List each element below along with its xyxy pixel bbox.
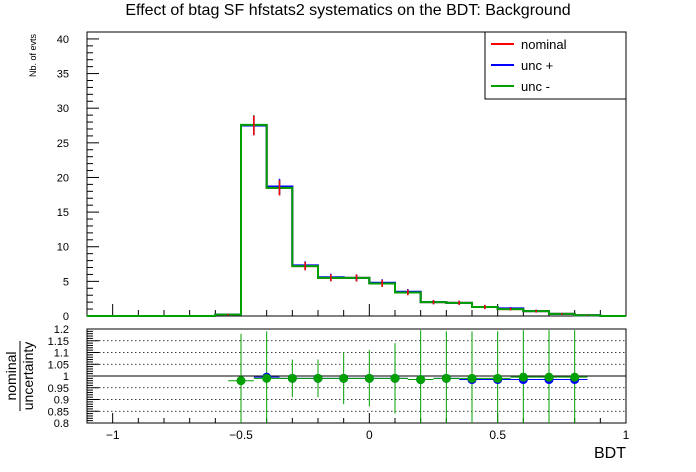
ratio-y-tick-label: 1.1 [54,348,69,360]
ratio-y-numerator: nominal [3,351,19,400]
x-axis-title: BDT [594,445,626,462]
ratio-point [236,376,246,386]
y-tick-label: 25 [57,138,69,150]
legend-label: unc - [521,79,550,94]
x-tick-label: 0 [366,428,373,442]
ratio-point [518,372,528,382]
ratio-point [287,373,297,383]
ratio-y-tick-label: 0.8 [54,418,69,430]
y-tick-label: 20 [57,172,69,184]
ratio-point [441,373,451,383]
histogram-unc-line [87,124,626,317]
x-tick-label: −0.5 [229,428,253,442]
ratio-point [544,372,554,382]
y-tick-label: 15 [57,207,69,219]
ratio-y-denominator: uncertainty [20,342,36,410]
x-tick-label: 0.5 [489,428,506,442]
legend-label: unc + [521,58,553,73]
ratio-y-tick-label: 0.85 [48,406,69,418]
ratio-point [570,372,580,382]
ratio-point [339,373,349,383]
histogram-unc-line [87,123,626,317]
ratio-point [262,373,272,383]
y-tick-label: 40 [57,34,69,46]
ratio-point [416,375,426,385]
x-tick-label: 1 [623,428,630,442]
ratio-point [313,373,323,383]
main-plot-frame [86,31,627,317]
chart-title: Effect of btag SF hfstats2 systematics o… [125,2,571,19]
ratio-point [493,373,503,383]
y-tick-label: 0 [63,311,69,323]
ratio-y-tick-label: 0.95 [48,383,69,395]
y-tick-label: 35 [57,69,69,81]
ratio-y-axis-title: nominal uncertainty [3,341,36,411]
ratio-y-tick-label: 1.2 [54,324,69,336]
y-tick-label: 10 [57,242,69,254]
x-tick-label: −1 [106,428,120,442]
y-axis-title: Nb. of evts [28,34,38,78]
ratio-y-tick-label: 0.9 [54,395,69,407]
ratio-y-tick-label: 1 [63,371,69,383]
legend-label: nominal [521,37,567,52]
ratio-y-tick-label: 1.05 [48,359,69,371]
ratio-point [390,373,400,383]
histogram-nominal-line [87,124,626,317]
ratio-point [467,373,477,383]
ratio-point [364,373,374,383]
y-tick-label: 30 [57,103,69,115]
ratio-y-tick-label: 1.15 [48,336,69,348]
y-tick-label: 5 [63,276,69,288]
